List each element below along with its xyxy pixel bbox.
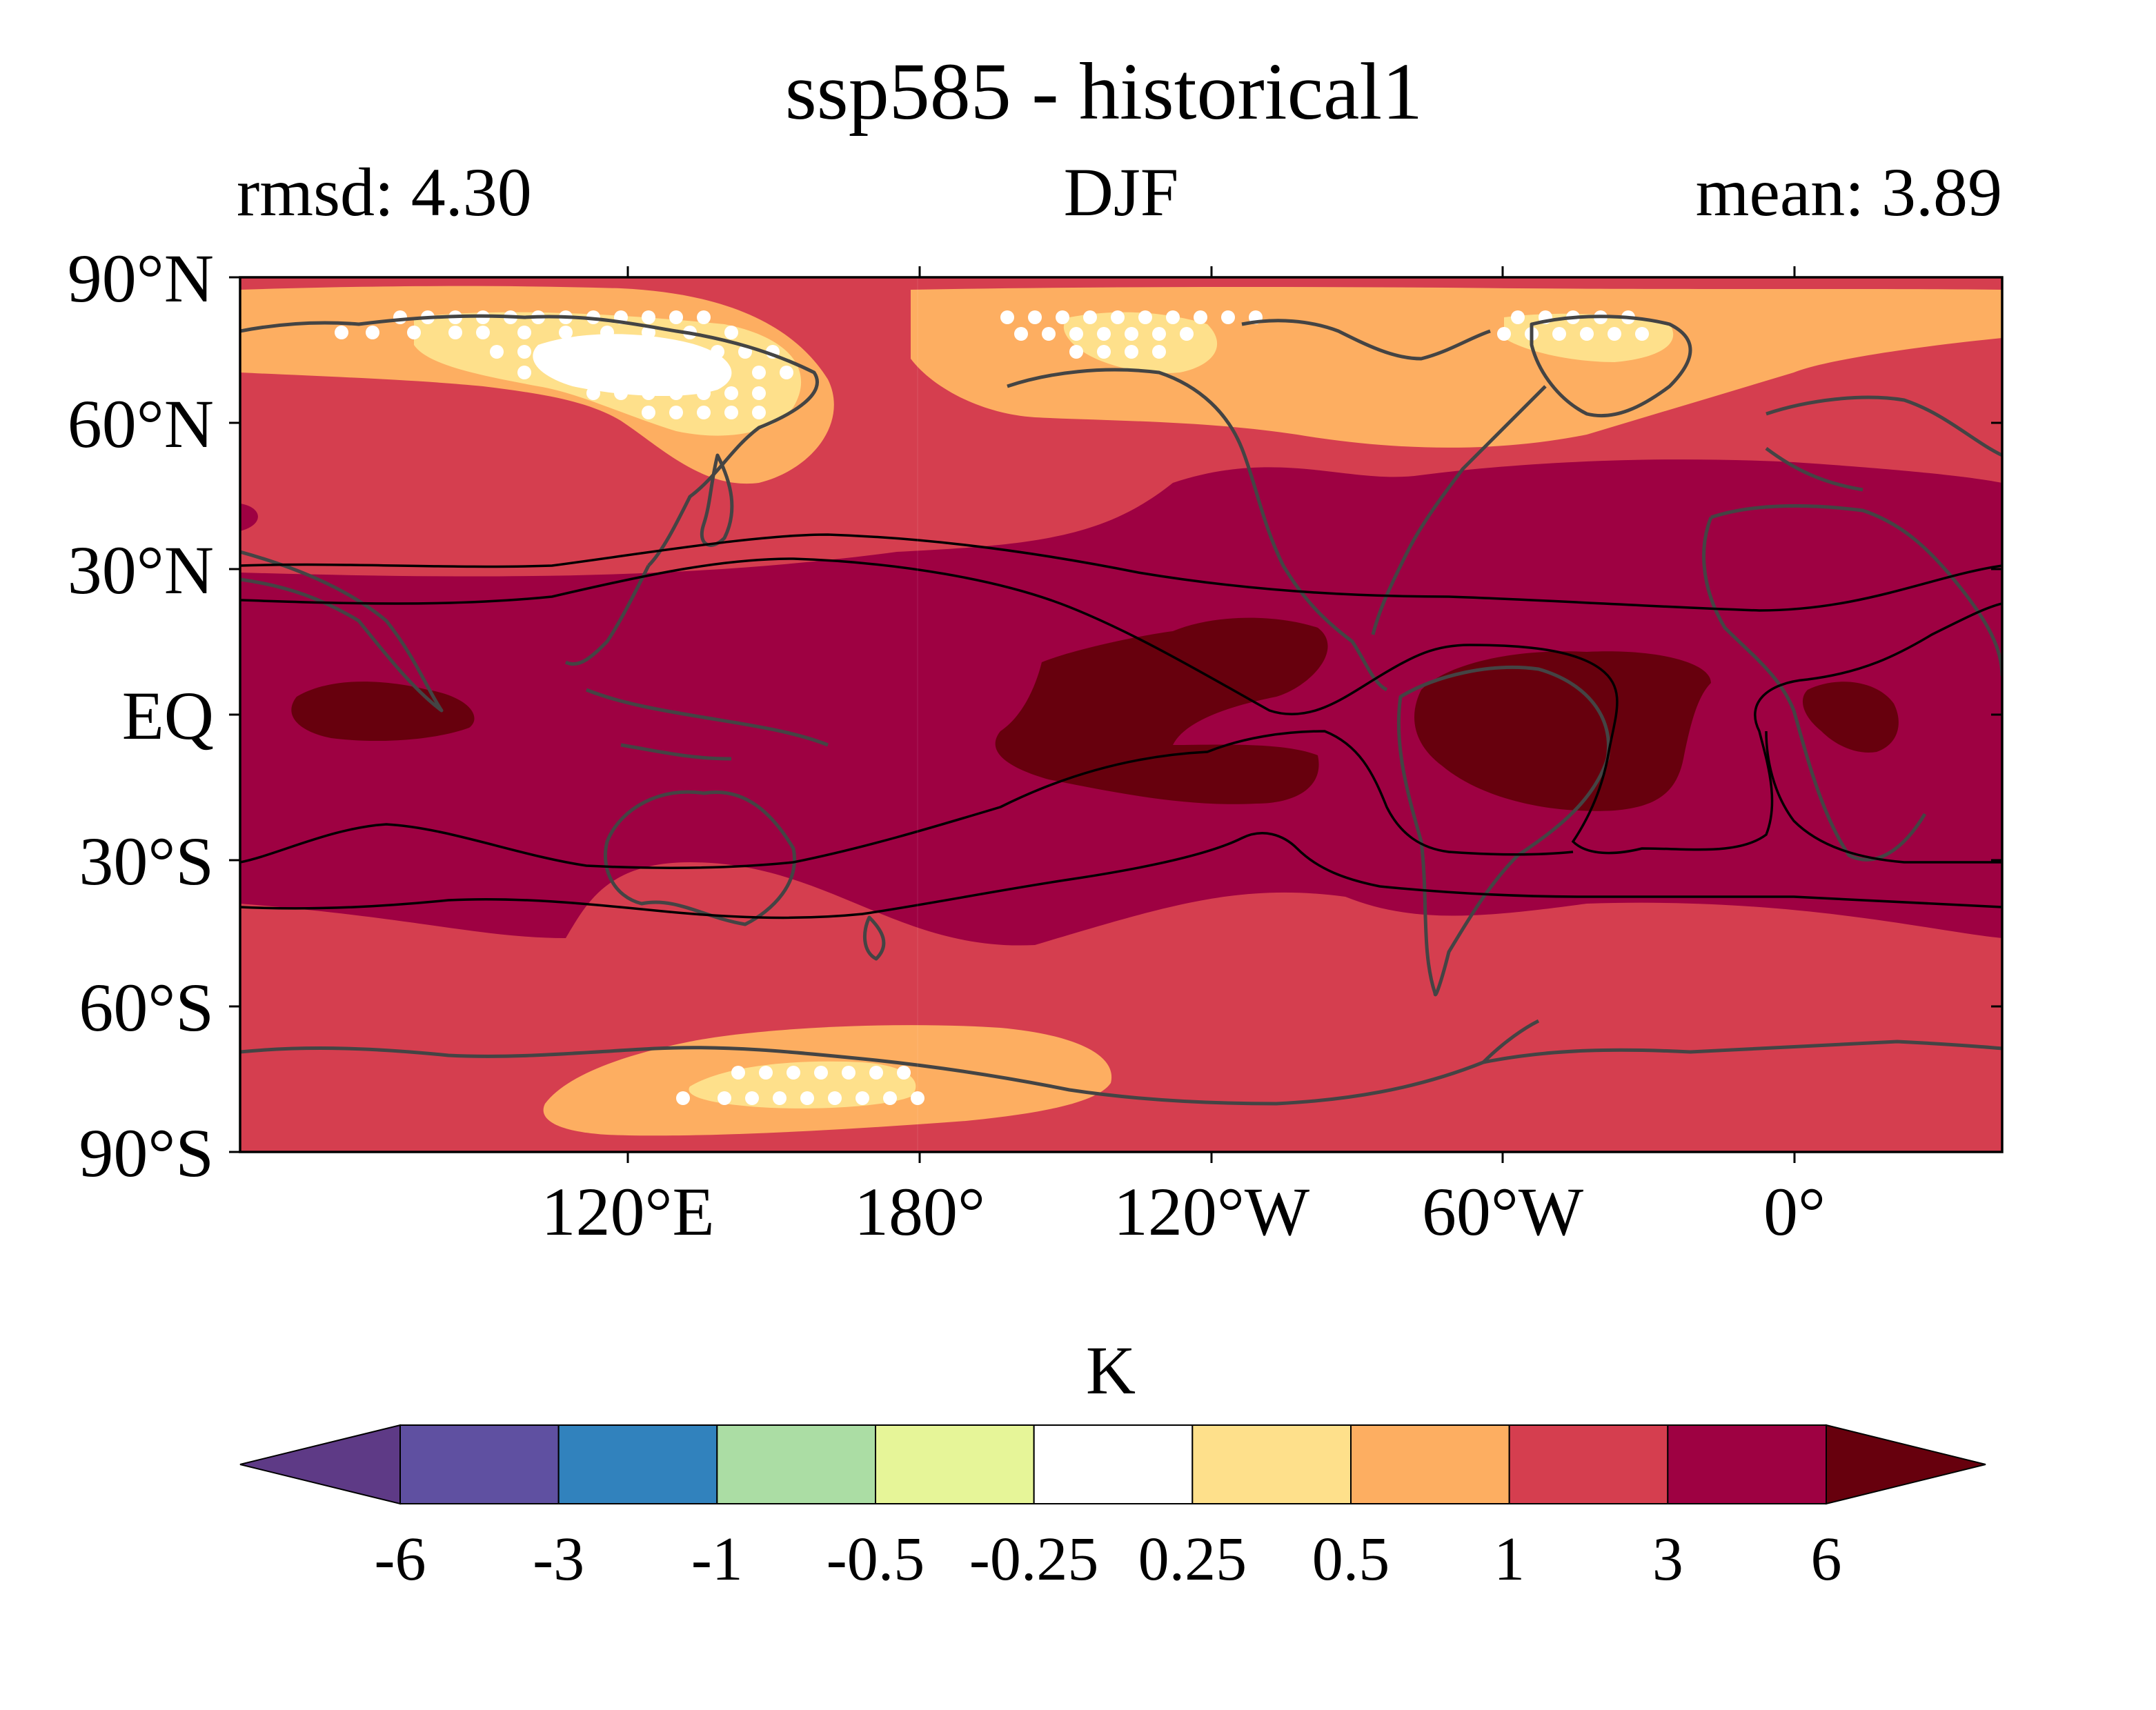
field-level-0-25-siberia: [533, 334, 732, 397]
colorbar-tick-label: -6: [375, 1525, 426, 1593]
colorbar-tick-label: -3: [533, 1525, 584, 1593]
lat-label: 90°N: [68, 240, 214, 317]
lon-label: 120°W: [1114, 1173, 1310, 1250]
coastline-new-zealand: [862, 915, 886, 961]
contour-north-upper: [240, 533, 2002, 612]
coastline-east-asia: [564, 564, 651, 666]
lat-label: 30°S: [79, 823, 214, 899]
contour-south-lower: [240, 832, 2002, 919]
colorbar-extend-low: [239, 1424, 401, 1505]
lon-label: 120°E: [541, 1173, 714, 1250]
coastline-australia: [603, 790, 796, 926]
lat-label: 90°S: [79, 1115, 214, 1191]
colorbar-tick-label: 0.5: [1312, 1525, 1390, 1593]
climatology-contours: [240, 533, 2002, 919]
colorbar-segment: [1033, 1424, 1194, 1504]
lon-label: 0°: [1763, 1173, 1826, 1250]
coastline-indian-subcontinent: [240, 550, 444, 713]
rmsd-label: rmsd: 4.30: [237, 154, 532, 230]
field-level-above-6-africa: [1802, 682, 1899, 753]
coastline-antarctic-peninsula: [1482, 1019, 1540, 1064]
colorbar-tick-label: -0.25: [969, 1525, 1098, 1593]
field-level-3-6-west-bulge: [240, 504, 258, 531]
colorbar-segment: [557, 1424, 718, 1504]
colorbar-segment: [716, 1424, 877, 1504]
colorbar: [239, 1424, 1986, 1505]
colorbar-units: K: [1086, 1332, 1136, 1409]
colorbar-segment: [1508, 1424, 1669, 1504]
field-level-above-6-central-pacific: [995, 617, 1328, 804]
field-level-above-6-west-pacific: [291, 682, 475, 742]
colorbar-segment: [1667, 1424, 1827, 1504]
lat-label: EQ: [122, 677, 214, 754]
coastline-europe: [1765, 395, 2002, 492]
colorbar-tick-label: 3: [1652, 1525, 1683, 1593]
colorbar-tick-label: -1: [691, 1525, 743, 1593]
longitude-labels: 120°E 180° 120°W 60°W 0°: [541, 1173, 1826, 1250]
anomaly-map: [240, 277, 2002, 1152]
coastline-north-america: [1007, 368, 1388, 692]
colorbar-tick-label: 1: [1494, 1525, 1525, 1593]
coastline-maritime-continent: [586, 688, 829, 761]
colorbar-tick-label: 0.25: [1138, 1525, 1247, 1593]
contour-south-amazon: [1765, 730, 2002, 864]
latitude-labels: 90°N 60°N 30°N EQ 30°S 60°S 90°S: [68, 240, 214, 1191]
colorbar-segment: [875, 1424, 1035, 1504]
season-label: DJF: [1064, 154, 1179, 230]
colorbar-segment: [1350, 1424, 1510, 1504]
colorbar-segment: [1191, 1424, 1352, 1504]
colorbar-segment: [399, 1424, 560, 1504]
lon-label: 60°W: [1422, 1173, 1584, 1250]
significance-stippling: [335, 310, 1649, 1105]
colorbar-tick-label: -0.5: [827, 1525, 924, 1593]
coastline-africa: [1702, 504, 2002, 862]
lon-label: 180°: [854, 1173, 985, 1250]
coastline-antarctica: [240, 1040, 2002, 1106]
coastline-south-america: [1396, 665, 1610, 997]
colorbar-extend-high: [1826, 1424, 1986, 1505]
colorbar-tick-labels: -6 -3 -1 -0.5 -0.25 0.25 0.5 1 3 6: [375, 1525, 1842, 1593]
contour-north-lower: [240, 557, 2002, 855]
coastlines: [240, 314, 2002, 1106]
lat-label: 60°N: [68, 386, 214, 462]
axis-ticks: [229, 266, 2002, 1163]
coastline-greenland: [1530, 315, 1692, 418]
map-title: ssp585 - historical1: [785, 46, 1423, 137]
coastline-arctic-islands: [1241, 319, 1491, 361]
field-level-above-6-south-america: [1414, 651, 1711, 811]
lat-label: 30°N: [68, 532, 214, 608]
colorbar-tick-label: 6: [1811, 1525, 1842, 1593]
contour-south-upper: [240, 730, 1574, 870]
coastline-north-america-east: [1371, 385, 1547, 635]
lat-label: 60°S: [79, 969, 214, 1046]
mean-label: mean: 3.89: [1696, 154, 2002, 230]
